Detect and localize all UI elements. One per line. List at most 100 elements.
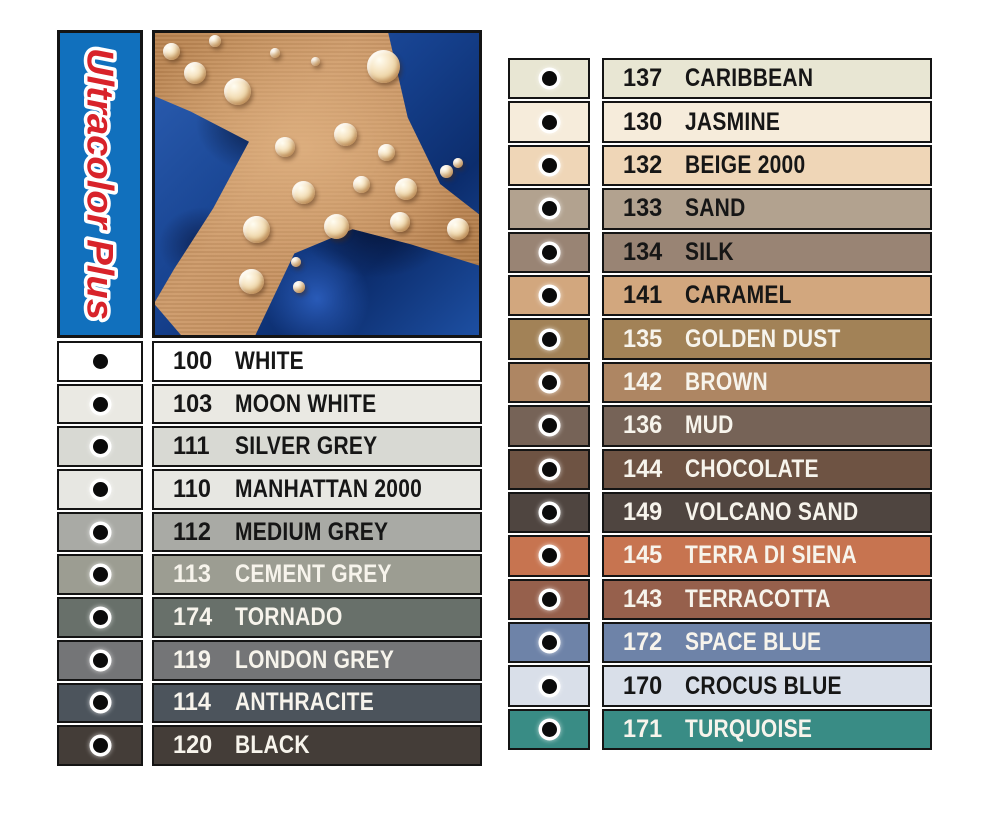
bullet-icon <box>541 331 557 347</box>
color-name: CROCUS BLUE <box>685 671 842 700</box>
color-code: 113 <box>173 560 211 589</box>
color-row-141: 141 CARAMEL <box>602 274 932 317</box>
bullet-icon <box>92 738 108 754</box>
bullet-icon <box>92 524 108 540</box>
water-drop <box>377 143 395 161</box>
color-swatch-141 <box>508 274 590 317</box>
color-code: 137 <box>623 64 663 93</box>
color-swatch-174 <box>57 597 143 638</box>
color-name: BLACK <box>235 731 310 760</box>
color-name: BROWN <box>685 367 768 396</box>
color-code: 132 <box>623 150 663 179</box>
water-drop <box>291 257 301 267</box>
color-row-174: 174 TORNADO <box>152 597 482 638</box>
bullet-icon <box>541 722 557 738</box>
color-code: 142 <box>623 367 663 396</box>
color-swatch-134 <box>508 231 590 273</box>
color-name: JASMINE <box>685 107 781 136</box>
right-name-column: 137 CARIBBEAN 130 JASMINE 132 BEIGE 2000 133 SA… <box>602 58 932 751</box>
water-drop <box>223 77 251 105</box>
color-swatch-111 <box>57 426 143 468</box>
color-code: 135 <box>623 324 663 353</box>
color-swatch-112 <box>57 511 143 553</box>
color-code: 112 <box>173 517 211 546</box>
color-name: CEMENT GREY <box>235 560 392 589</box>
color-name: LONDON GREY <box>235 645 395 674</box>
water-drop <box>453 158 463 168</box>
water-drop <box>291 180 315 204</box>
color-swatch-170 <box>508 665 590 707</box>
color-row-111: 111 SILVER GREY <box>152 426 482 468</box>
water-beading-photo <box>152 30 482 338</box>
color-code: 110 <box>173 474 211 503</box>
left-name-column: 100 WHITE 103 MOON WHITE 111 SILVER GREY 110 MA… <box>152 341 482 766</box>
color-row-120: 120 BLACK <box>152 725 482 766</box>
bullet-icon <box>541 418 557 434</box>
water-drop <box>366 49 400 83</box>
color-code: 114 <box>173 688 211 717</box>
color-name: CARIBBEAN <box>685 64 814 93</box>
color-row-172: 172 SPACE BLUE <box>602 622 932 664</box>
bullet-icon <box>541 201 557 217</box>
color-name: MANHATTAN 2000 <box>235 474 423 503</box>
color-name: SILK <box>685 237 734 266</box>
water-drop <box>184 62 206 84</box>
color-row-112: 112 MEDIUM GREY <box>152 511 482 553</box>
color-row-134: 134 SILK <box>602 231 932 273</box>
color-swatch-113 <box>57 554 143 596</box>
color-code: 170 <box>623 671 663 700</box>
bullet-icon <box>541 114 557 130</box>
color-swatch-149 <box>508 491 590 534</box>
color-swatch-171 <box>508 708 590 751</box>
color-code: 172 <box>623 628 663 657</box>
color-name: TERRA DI SIENA <box>685 541 857 570</box>
bullet-icon <box>92 609 108 625</box>
bullet-icon <box>541 157 557 173</box>
color-code: 133 <box>623 194 663 223</box>
water-drop <box>395 178 417 200</box>
color-row-113: 113 CEMENT GREY <box>152 554 482 596</box>
color-code: 134 <box>623 237 663 266</box>
color-row-103: 103 MOON WHITE <box>152 383 482 425</box>
color-swatch-119 <box>57 639 143 681</box>
color-name: VOLCANO SAND <box>685 498 859 527</box>
color-row-149: 149 VOLCANO SAND <box>602 491 932 534</box>
color-name: ANTHRACITE <box>235 688 375 717</box>
color-row-145: 145 TERRA DI SIENA <box>602 535 932 577</box>
color-name: GOLDEN DUST <box>685 324 841 353</box>
water-drop <box>390 212 410 232</box>
color-row-142: 142 BROWN <box>602 361 932 404</box>
bullet-icon <box>541 505 557 521</box>
banner-label: Ultracolor Plus <box>80 48 121 320</box>
color-name: TERRACOTTA <box>685 584 831 613</box>
color-swatch-110 <box>57 469 143 510</box>
color-code: 119 <box>173 645 211 674</box>
water-drop <box>310 56 320 66</box>
color-code: 130 <box>623 107 663 136</box>
color-row-132: 132 BEIGE 2000 <box>602 144 932 187</box>
color-code: 174 <box>173 602 213 631</box>
color-row-110: 110 MANHATTAN 2000 <box>152 469 482 510</box>
color-swatch-120 <box>57 725 143 766</box>
water-drop <box>270 48 280 58</box>
color-swatch-137 <box>508 58 590 100</box>
bullet-icon <box>541 678 557 694</box>
color-row-170: 170 CROCUS BLUE <box>602 665 932 707</box>
ultracolor-plus-banner: Ultracolor Plus <box>57 30 143 338</box>
color-row-143: 143 TERRACOTTA <box>602 578 932 621</box>
bullet-icon <box>92 481 108 497</box>
color-swatch-172 <box>508 622 590 664</box>
color-code: 103 <box>173 389 213 418</box>
bullet-icon <box>541 591 557 607</box>
color-code: 149 <box>623 498 663 527</box>
bullet-icon <box>92 353 108 369</box>
color-row-136: 136 MUD <box>602 405 932 447</box>
color-swatch-143 <box>508 578 590 621</box>
color-name: MUD <box>685 411 734 440</box>
water-drop <box>439 164 453 178</box>
water-drop <box>162 42 180 60</box>
color-name: TORNADO <box>235 602 343 631</box>
color-code: 145 <box>623 541 663 570</box>
color-row-130: 130 JASMINE <box>602 101 932 143</box>
